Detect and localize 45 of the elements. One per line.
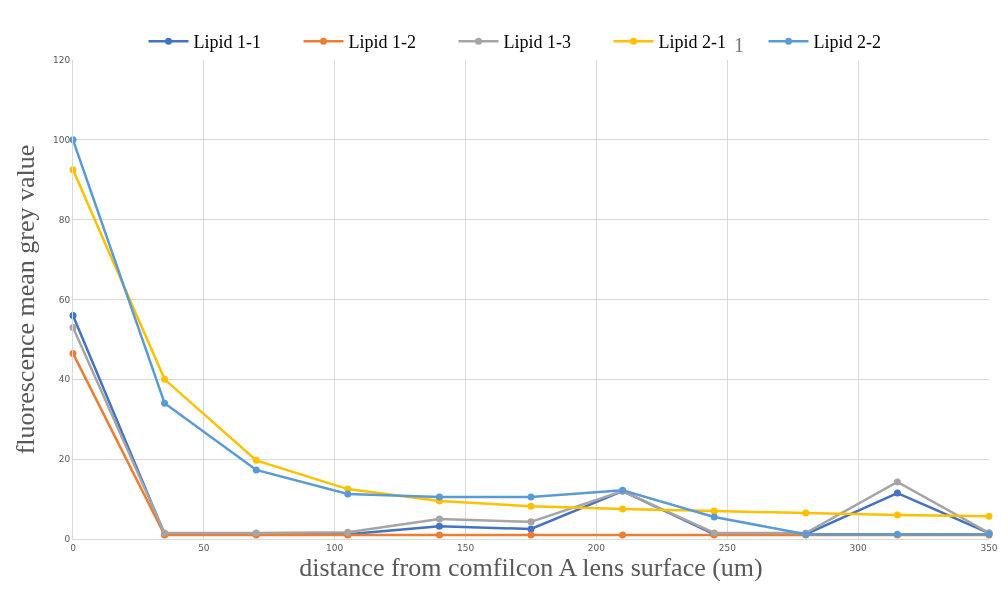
legend-label: Lipid 1-3: [503, 32, 571, 53]
point: [344, 490, 352, 498]
legend-label: Lipid 1-1: [193, 32, 261, 53]
point: [435, 493, 443, 501]
point: [252, 466, 260, 474]
point: [161, 399, 169, 407]
x-tick-label: 50: [198, 542, 210, 553]
legend-label: Lipid 2-2: [813, 32, 881, 53]
point: [985, 512, 993, 520]
x-axis-title: distance from comfilcon A lens surface (um): [299, 552, 763, 582]
point: [527, 531, 535, 539]
point: [435, 515, 443, 523]
point: [435, 531, 443, 539]
text: 1: [734, 34, 744, 56]
x-tick-label: 300: [849, 542, 867, 553]
y-axis-title: fluorescence mean grey value: [11, 144, 41, 455]
point: [802, 509, 810, 517]
x-tick-label: 100: [326, 542, 344, 553]
legend-label: Lipid 2-1: [658, 32, 726, 53]
x-tick-label: 150: [456, 542, 475, 553]
point: [893, 511, 901, 519]
point: [893, 478, 901, 486]
y-tick-label: 120: [53, 55, 71, 66]
x-tick-label: 350: [980, 542, 998, 553]
point: [527, 525, 535, 533]
legend-label: Lipid 1-2: [348, 32, 416, 53]
y-tick-label: 80: [58, 214, 71, 225]
x-tick-label: 250: [718, 542, 737, 553]
point: [619, 505, 627, 513]
point: [527, 518, 535, 526]
point: [710, 513, 718, 521]
y-tick-label: 0: [64, 534, 71, 545]
point: [619, 531, 627, 539]
x-tick-label: 200: [587, 542, 606, 553]
point: [893, 489, 901, 497]
y-tick-label: 40: [58, 374, 71, 385]
point: [252, 456, 260, 464]
point: [527, 502, 535, 510]
y-tick-label: 20: [58, 454, 71, 465]
point: [710, 507, 718, 515]
y-tick-label: 100: [53, 134, 71, 145]
point: [161, 375, 169, 383]
point: [435, 522, 443, 530]
point: [527, 493, 535, 501]
y-tick-label: 60: [58, 294, 71, 305]
